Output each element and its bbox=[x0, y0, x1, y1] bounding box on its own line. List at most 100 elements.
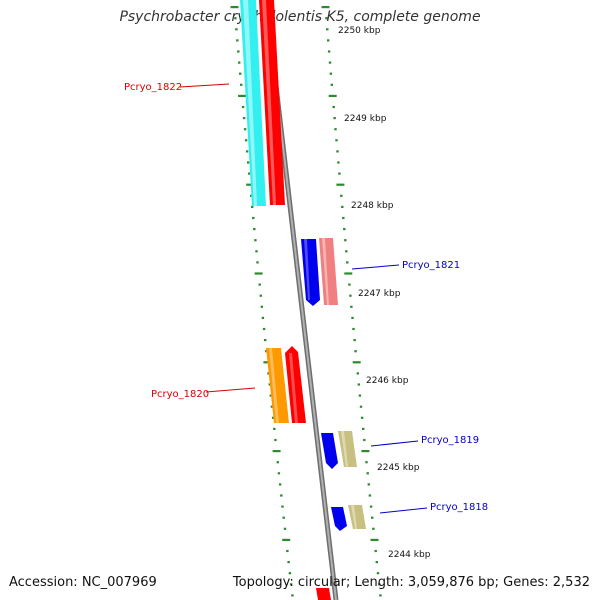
tick-mark bbox=[356, 372, 359, 375]
tick-mark bbox=[370, 538, 379, 541]
cog-bar-pink bbox=[319, 238, 338, 305]
tick-mark bbox=[352, 361, 361, 364]
tick-mark bbox=[326, 28, 329, 31]
tick-mark bbox=[247, 172, 251, 175]
tick-mark bbox=[273, 427, 276, 430]
tick-mark bbox=[359, 405, 363, 408]
gene-bar-bottom-fragment bbox=[316, 588, 331, 600]
tick-mark bbox=[334, 128, 337, 131]
tick-mark bbox=[241, 105, 245, 109]
scale-label-2250: 2250 kbp bbox=[338, 26, 381, 36]
tick-mark bbox=[262, 327, 266, 331]
tick-mark bbox=[242, 117, 246, 120]
tick-mark bbox=[280, 494, 283, 497]
tick-mark bbox=[287, 561, 290, 564]
gene-arrow-pcryo-1821[interactable] bbox=[301, 239, 320, 306]
tick-mark bbox=[246, 183, 255, 186]
cog-bar-orange bbox=[266, 348, 289, 423]
tick-mark bbox=[238, 61, 241, 64]
tick-mark bbox=[277, 472, 281, 475]
tick-mark bbox=[335, 139, 338, 142]
gene-bar-pcryo-1822[interactable] bbox=[259, 0, 285, 205]
tick-mark bbox=[230, 6, 239, 9]
scale-label-2246: 2246 kbp bbox=[366, 376, 409, 386]
gene-label-pcryo-1822[interactable]: Pcryo_1822 bbox=[124, 82, 182, 93]
tick-mark bbox=[282, 538, 291, 541]
accession-text: Accession: NC_007969 bbox=[9, 575, 157, 590]
tick-mark bbox=[338, 172, 341, 175]
tick-mark bbox=[269, 394, 272, 397]
tick-mark bbox=[268, 383, 271, 386]
tick-mark bbox=[260, 305, 263, 308]
tick-mark bbox=[291, 594, 294, 597]
tick-mark bbox=[254, 272, 263, 275]
tick-mark bbox=[357, 383, 360, 386]
tick-mark bbox=[328, 61, 332, 64]
gene-label-pcryo-1818[interactable]: Pcryo_1818 bbox=[430, 502, 488, 513]
tick-mark bbox=[240, 83, 243, 86]
tick-mark bbox=[342, 216, 345, 220]
gene-arrow-pcryo-1818[interactable] bbox=[331, 507, 347, 531]
tick-mark bbox=[341, 205, 344, 208]
tick-mark bbox=[263, 361, 272, 364]
tick-mark bbox=[348, 283, 351, 286]
tick-mark bbox=[282, 516, 285, 519]
gene-label-pcryo-1820[interactable]: Pcryo_1820 bbox=[151, 389, 209, 400]
gene-arrow-pcryo-1820[interactable] bbox=[285, 346, 306, 423]
tick-mark bbox=[350, 305, 353, 308]
tick-mark bbox=[271, 416, 275, 419]
tick-mark bbox=[337, 161, 340, 164]
tick-mark bbox=[283, 527, 287, 530]
tick-mark bbox=[325, 17, 328, 20]
tick-mark bbox=[251, 205, 254, 208]
gene-label-pcryo-1821[interactable]: Pcryo_1821 bbox=[402, 260, 460, 271]
tick-mark bbox=[236, 39, 239, 42]
tick-mark bbox=[276, 461, 279, 464]
tick-mark bbox=[321, 6, 330, 9]
scale-label-2244: 2244 kbp bbox=[388, 550, 431, 560]
tick-mark bbox=[234, 17, 237, 20]
tick-mark bbox=[264, 339, 267, 342]
tick-mark bbox=[289, 583, 293, 586]
scale-label-2247: 2247 kbp bbox=[358, 289, 401, 299]
cog-bar-khaki-1818 bbox=[348, 505, 366, 529]
cog-bar-cyan bbox=[240, 0, 266, 206]
tick-mark bbox=[328, 94, 337, 97]
tick-mark bbox=[368, 494, 372, 497]
tick-mark bbox=[332, 105, 335, 109]
tick-mark bbox=[250, 194, 253, 197]
tick-mark bbox=[244, 139, 248, 142]
gene-arrow-pcryo-1819[interactable] bbox=[321, 433, 338, 469]
cog-bar-khaki-1819 bbox=[338, 431, 357, 467]
tick-mark bbox=[340, 194, 343, 197]
scale-label-2245: 2245 kbp bbox=[377, 463, 420, 473]
tick-mark bbox=[270, 405, 274, 408]
tick-mark bbox=[237, 50, 240, 53]
gene-label-pcryo-1819[interactable]: Pcryo_1819 bbox=[421, 435, 479, 446]
topology-text: Topology: circular; Length: 3,059,876 bp… bbox=[232, 575, 590, 590]
outer-tick-track bbox=[230, 6, 294, 597]
tick-mark bbox=[354, 350, 357, 353]
tick-mark bbox=[358, 394, 362, 397]
tick-mark bbox=[378, 583, 381, 586]
tick-mark bbox=[329, 72, 333, 75]
inner-tick-track bbox=[321, 6, 382, 597]
tick-mark bbox=[336, 183, 345, 186]
tick-mark bbox=[243, 128, 247, 131]
tick-mark bbox=[346, 261, 349, 264]
tick-mark bbox=[344, 239, 347, 242]
tick-mark bbox=[235, 28, 238, 31]
tick-mark bbox=[259, 294, 262, 297]
tick-mark bbox=[379, 594, 382, 597]
tick-mark bbox=[371, 516, 374, 519]
tick-mark bbox=[367, 483, 370, 486]
tick-mark bbox=[327, 39, 330, 42]
tick-mark bbox=[255, 250, 258, 253]
scale-label-2249: 2249 kbp bbox=[344, 114, 387, 124]
tick-mark bbox=[327, 50, 331, 53]
tick-mark bbox=[345, 250, 348, 253]
tick-mark bbox=[363, 438, 366, 442]
tick-mark bbox=[336, 150, 339, 153]
tick-mark bbox=[267, 372, 270, 375]
